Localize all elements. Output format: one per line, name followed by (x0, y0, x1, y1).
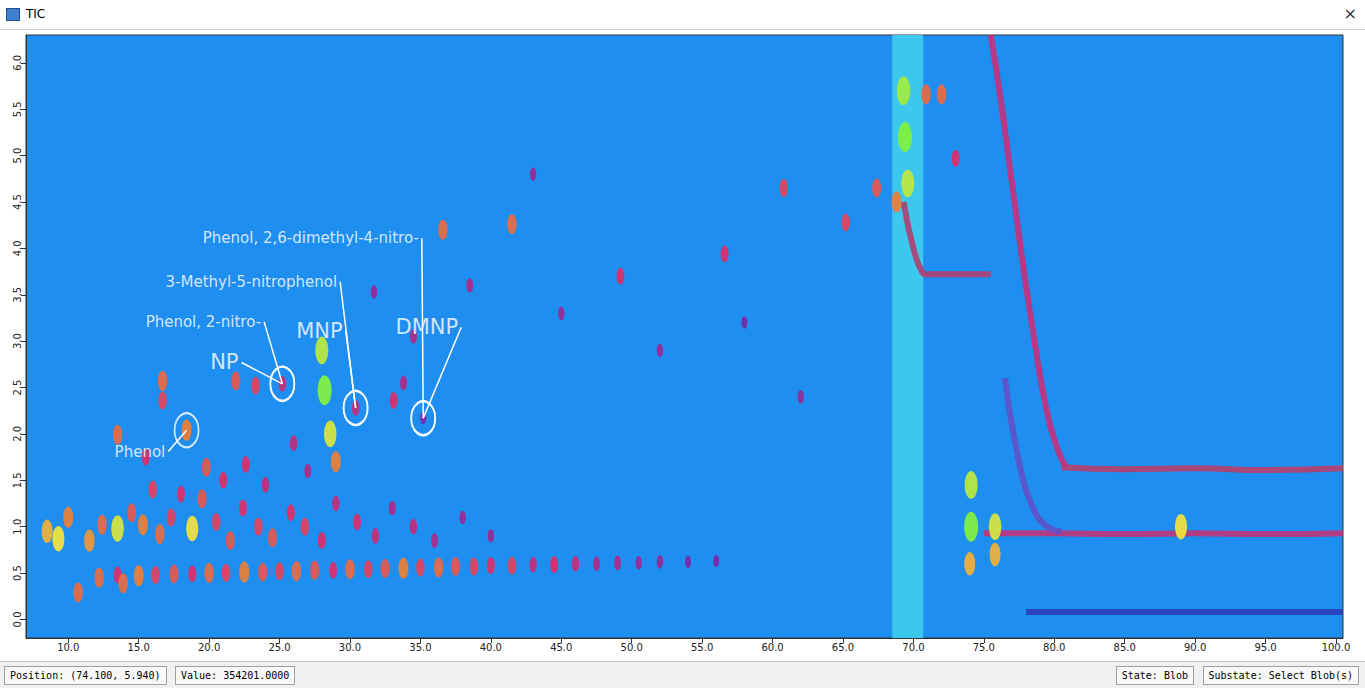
svg-text:0.0: 0.0 (12, 611, 23, 627)
svg-text:80.0: 80.0 (1043, 642, 1065, 653)
svg-text:5.0: 5.0 (12, 148, 23, 164)
svg-text:4.0: 4.0 (12, 240, 23, 256)
svg-text:10.0: 10.0 (57, 642, 79, 653)
svg-text:70.0: 70.0 (902, 642, 924, 653)
svg-text:85.0: 85.0 (1114, 642, 1136, 653)
svg-text:40.0: 40.0 (480, 642, 502, 653)
svg-text:0.5: 0.5 (12, 565, 23, 581)
svg-text:5.5: 5.5 (12, 101, 23, 117)
svg-text:3.5: 3.5 (12, 287, 23, 303)
html-text:Position: (74.100, 5.940): Position: (74.100, 5.940) (10, 670, 161, 681)
svg-text:MNP: MNP (296, 319, 343, 343)
svg-text:NP: NP (210, 350, 238, 374)
svg-text:DMNP: DMNP (396, 315, 459, 339)
svg-text:75.0: 75.0 (973, 642, 995, 653)
svg-text:15.0: 15.0 (128, 642, 150, 653)
svg-text:55.0: 55.0 (691, 642, 713, 653)
svg-text:20.0: 20.0 (198, 642, 220, 653)
svg-text:3.0: 3.0 (12, 333, 23, 349)
svg-text:1.5: 1.5 (12, 472, 23, 488)
svg-text:60.0: 60.0 (761, 642, 783, 653)
svg-text:90.0: 90.0 (1184, 642, 1206, 653)
html-text:State: Blob: State: Blob (1121, 670, 1188, 681)
svg-text:6.0: 6.0 (12, 55, 23, 71)
html-text:TIC: TIC (26, 7, 46, 21)
svg-text:95.0: 95.0 (1254, 642, 1276, 653)
html-text:Substate: Select Blob(s): Substate: Select Blob(s) (1208, 670, 1353, 681)
svg-text:4.5: 4.5 (12, 194, 23, 210)
svg-text:25.0: 25.0 (268, 642, 290, 653)
svg-text:50.0: 50.0 (621, 642, 643, 653)
svg-text:65.0: 65.0 (832, 642, 854, 653)
html-text:Value: 354201.0000: Value: 354201.0000 (181, 670, 290, 681)
svg-text:Phenol: Phenol (115, 443, 166, 461)
svg-text:100.0: 100.0 (1322, 642, 1351, 653)
svg-text:Phenol, 2-nitro-: Phenol, 2-nitro- (146, 313, 261, 331)
svg-text:2.0: 2.0 (12, 426, 23, 442)
svg-text:1.0: 1.0 (12, 519, 23, 535)
svg-text:3-Methyl-5-nitrophenol: 3-Methyl-5-nitrophenol (165, 273, 337, 291)
svg-text:30.0: 30.0 (339, 642, 361, 653)
svg-text:2.5: 2.5 (12, 380, 23, 396)
svg-text:Phenol, 2,6-dimethyl-4-nitro-: Phenol, 2,6-dimethyl-4-nitro- (203, 229, 419, 247)
svg-text:35.0: 35.0 (409, 642, 431, 653)
svg-text:45.0: 45.0 (550, 642, 572, 653)
